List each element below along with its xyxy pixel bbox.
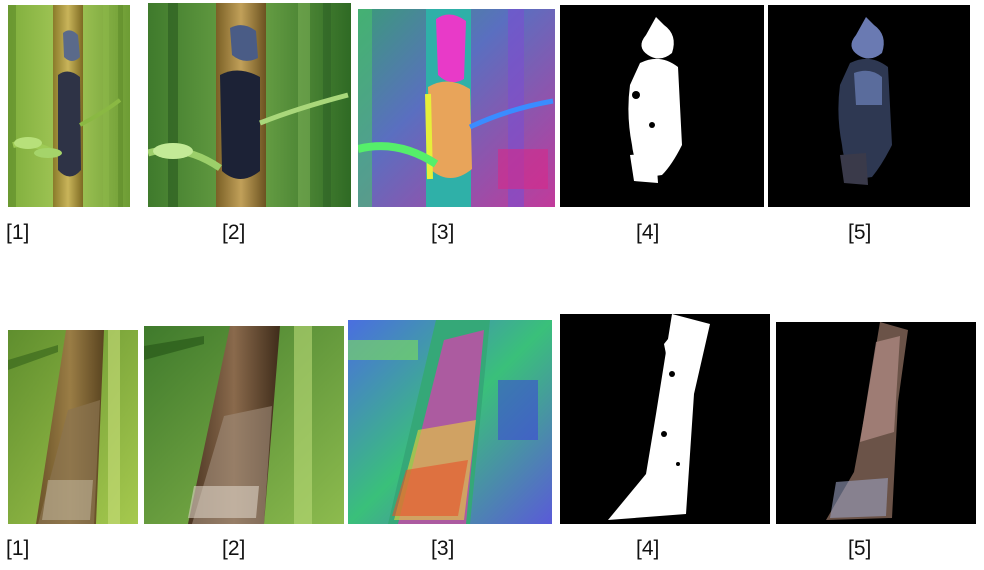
row2-label-4: [4] (636, 537, 660, 560)
row1-image-4-binary-mask (560, 5, 764, 207)
row2-label-2: [2] (222, 537, 246, 560)
row1-label-3: [3] (431, 221, 455, 244)
row1-label-1: [1] (6, 221, 30, 244)
row2-image-3-false-color (348, 320, 552, 524)
row1-image-2-enhanced (148, 3, 351, 207)
row2-image-1-original (8, 330, 138, 524)
row1-label-5: [5] (848, 221, 872, 244)
row1-image-5-segmented (768, 5, 970, 207)
row2-label-1: [1] (6, 537, 30, 560)
row1-image-1-original (8, 5, 130, 207)
row2-image-4-binary-mask (560, 314, 770, 524)
row1-label-4: [4] (636, 221, 660, 244)
row2-image-2-enhanced (144, 326, 344, 524)
row2-image-5-segmented (776, 322, 976, 524)
row2-label-3: [3] (431, 537, 455, 560)
row1-image-3-false-color (358, 9, 555, 207)
row2-label-5: [5] (848, 537, 872, 560)
row1-label-2: [2] (222, 221, 246, 244)
